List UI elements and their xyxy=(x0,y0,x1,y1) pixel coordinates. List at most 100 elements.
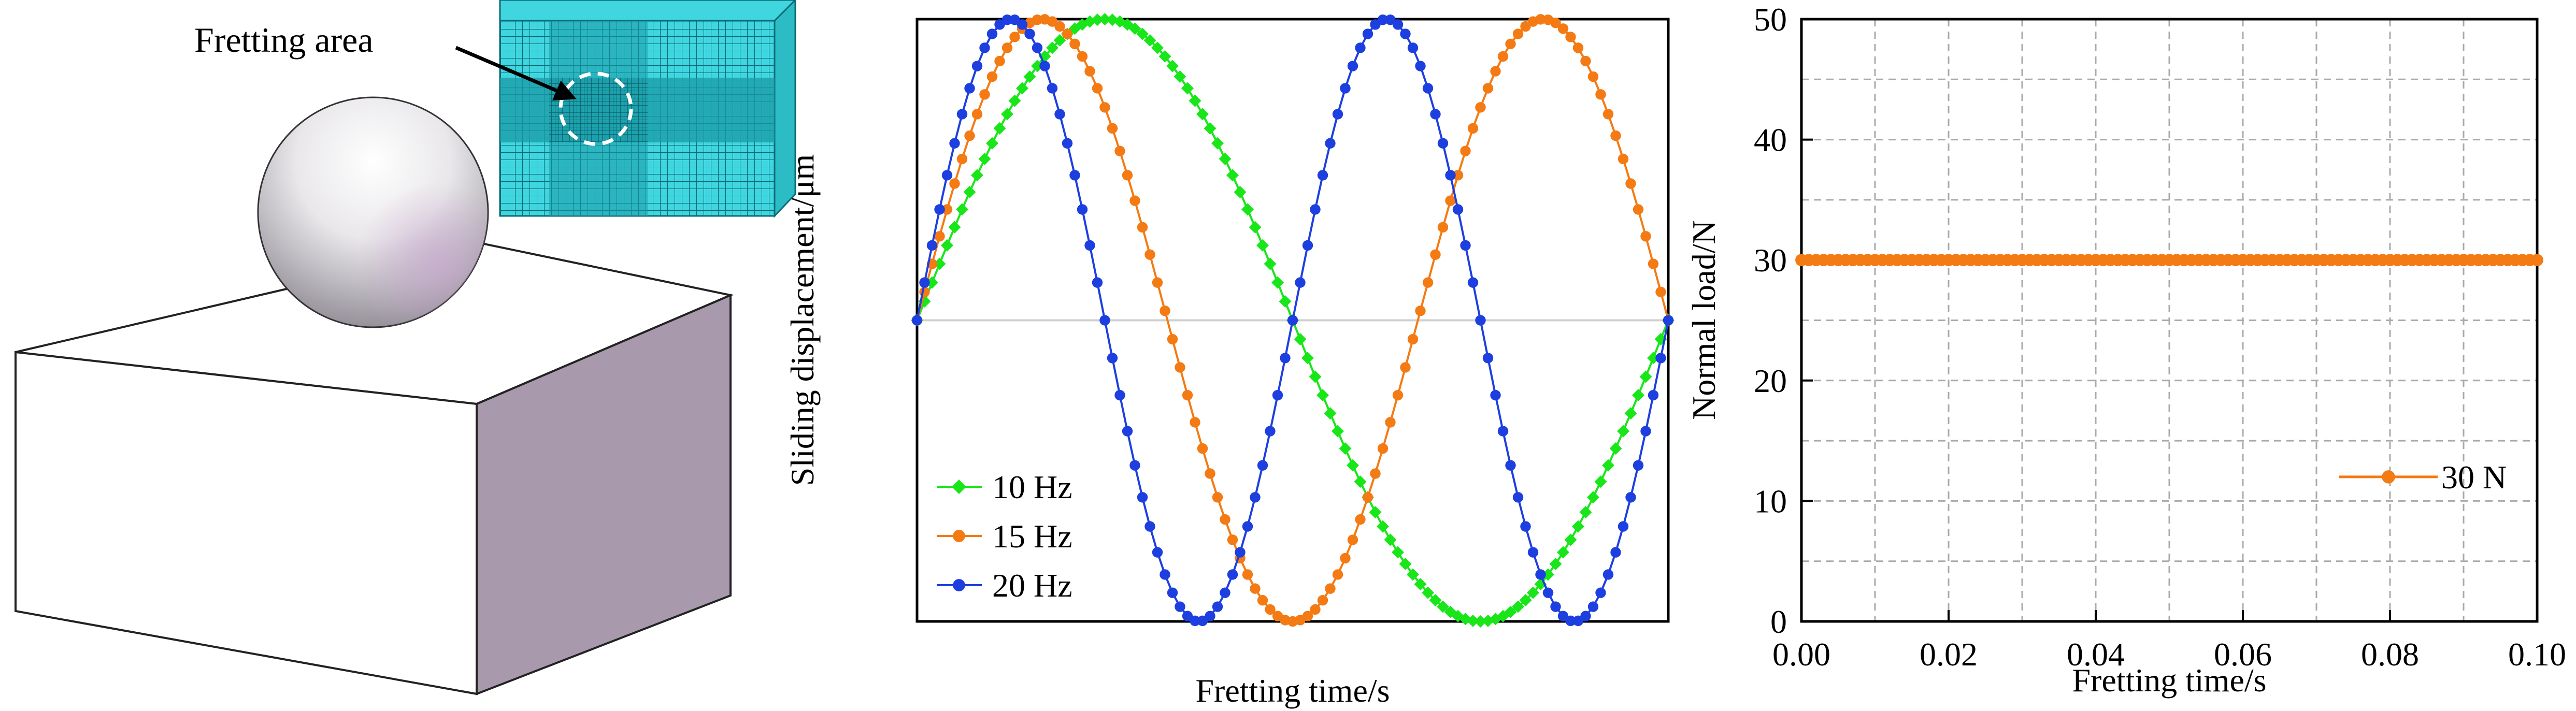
data-point xyxy=(1595,587,1606,598)
data-point xyxy=(1316,389,1329,402)
data-point xyxy=(1490,389,1501,401)
data-point xyxy=(1001,42,1013,53)
data-point xyxy=(1542,587,1554,598)
data-point xyxy=(1490,66,1501,77)
data-point xyxy=(1392,389,1404,401)
data-point xyxy=(2382,470,2395,484)
data-point xyxy=(1527,547,1539,558)
data-point xyxy=(948,221,961,234)
data-point xyxy=(986,28,998,39)
data-point xyxy=(1332,109,1343,120)
ball-on-block-model: Fretting area xyxy=(15,0,796,695)
data-point xyxy=(1377,14,1389,25)
data-point xyxy=(1340,553,1351,564)
data-point xyxy=(1189,94,1201,107)
fretting-area-marker xyxy=(559,71,633,146)
data-point xyxy=(1047,83,1058,94)
data-point xyxy=(993,122,1006,135)
data-point xyxy=(1310,604,1321,615)
data-point xyxy=(1422,586,1434,599)
data-point xyxy=(1385,417,1396,428)
legend: 10 Hz 15 Hz 20 Hz xyxy=(937,469,1072,604)
data-point xyxy=(1212,601,1223,612)
data-point xyxy=(1467,277,1479,288)
data-point xyxy=(1640,231,1651,242)
data-point xyxy=(1520,21,1531,32)
data-point xyxy=(1370,19,1381,30)
data-point xyxy=(971,169,983,182)
data-point xyxy=(1639,370,1652,383)
data-point xyxy=(1557,23,1569,34)
data-point xyxy=(1362,492,1373,503)
data-point xyxy=(1062,28,1073,39)
data-point xyxy=(971,109,983,120)
data-point xyxy=(919,277,930,288)
data-point xyxy=(953,579,965,591)
legend-label: 15 Hz xyxy=(992,518,1072,555)
data-point xyxy=(1271,276,1284,289)
series-group xyxy=(1795,254,2543,267)
data-point xyxy=(1355,42,1366,53)
data-point xyxy=(978,152,991,165)
data-point xyxy=(1467,123,1479,134)
data-point xyxy=(1017,19,1028,30)
data-point xyxy=(1445,170,1456,181)
data-point xyxy=(1594,475,1607,488)
data-point xyxy=(1535,14,1546,25)
plot-frame xyxy=(1800,18,2539,623)
data-point xyxy=(1128,22,1141,35)
data-point xyxy=(1250,492,1261,503)
y-tick-label: 40 xyxy=(1754,122,1787,158)
legend-label: 10 Hz xyxy=(992,469,1072,505)
data-point xyxy=(1609,442,1622,455)
data-point xyxy=(1069,38,1080,50)
data-point xyxy=(1107,353,1118,364)
data-point xyxy=(1317,594,1328,606)
specimen-block xyxy=(15,242,734,695)
data-point xyxy=(953,530,965,542)
data-point xyxy=(1512,28,1524,39)
data-point xyxy=(1197,443,1208,454)
data-point xyxy=(1062,138,1073,149)
fretting-area-label: Fretting area xyxy=(194,20,374,60)
data-point xyxy=(1602,459,1614,472)
data-point xyxy=(1407,333,1419,345)
data-point xyxy=(1197,615,1208,627)
series-10hz xyxy=(911,13,1675,628)
data-point xyxy=(1205,468,1215,479)
data-point xyxy=(1422,277,1434,288)
data-point xyxy=(986,137,998,150)
data-point xyxy=(971,61,983,71)
data-point xyxy=(911,315,923,326)
y-tick-labels: 0 10 20 30 40 50 xyxy=(1754,1,1787,640)
data-point xyxy=(1497,51,1509,62)
data-point xyxy=(1354,475,1367,488)
data-point xyxy=(1332,425,1344,438)
data-point xyxy=(1032,14,1043,25)
data-point xyxy=(1077,204,1088,215)
data-point xyxy=(1031,60,1043,72)
data-point xyxy=(964,83,975,94)
data-point xyxy=(1579,506,1592,519)
data-point xyxy=(1122,426,1133,437)
data-point xyxy=(1460,240,1471,251)
data-point xyxy=(1437,222,1449,233)
data-point xyxy=(986,71,998,82)
data-point xyxy=(1414,578,1427,591)
data-point xyxy=(1557,546,1569,559)
x-tick-label: 0.10 xyxy=(2508,636,2566,673)
data-point xyxy=(1460,146,1471,156)
data-point xyxy=(1151,41,1164,54)
x-tick-label: 0.00 xyxy=(1772,636,1830,673)
legend: 30 N xyxy=(2339,459,2507,496)
data-point xyxy=(1415,61,1426,71)
data-point xyxy=(1542,568,1554,581)
data-point xyxy=(1400,28,1411,39)
data-point xyxy=(963,185,976,198)
y-tick-label: 30 xyxy=(1754,242,1787,279)
data-point xyxy=(1167,587,1178,598)
data-point xyxy=(1122,170,1133,181)
data-point xyxy=(1032,42,1043,53)
data-point xyxy=(1265,426,1276,437)
data-point xyxy=(1302,240,1313,251)
